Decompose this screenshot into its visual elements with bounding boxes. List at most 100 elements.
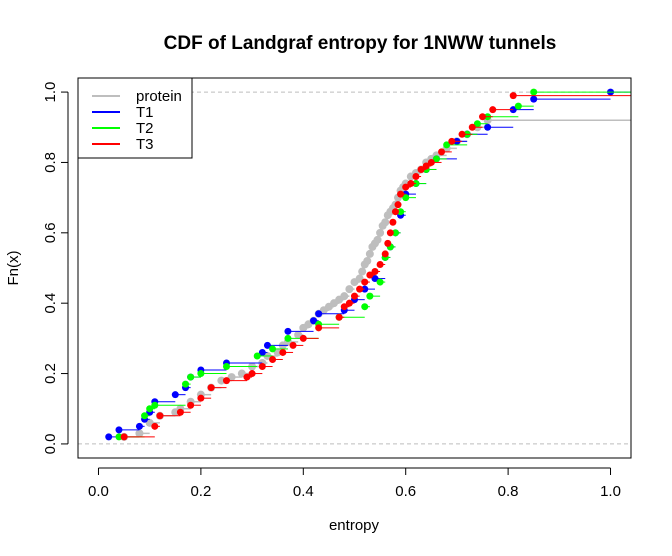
data-point [151,401,159,409]
data-point [222,377,230,385]
data-point [176,408,184,416]
data-point [386,229,394,237]
y-tick-label: 0.8 [42,152,59,173]
data-point [105,433,113,441]
y-tick-label: 0.6 [42,222,59,243]
data-point [258,363,266,371]
data-point [402,183,410,191]
data-point [171,391,179,399]
x-tick-label: 0.0 [88,483,109,500]
data-point [394,201,402,209]
data-point [376,260,384,268]
data-point [258,348,266,356]
data-point [156,412,164,420]
data-point [120,433,128,441]
data-point [402,194,410,202]
data-point [135,422,143,430]
data-point [366,271,374,279]
data-point [207,384,215,392]
data-point [289,341,297,349]
data-point [417,165,425,173]
data-point [299,334,307,342]
data-point [381,218,390,227]
data-point [371,275,379,283]
data-point [473,120,481,128]
data-point [284,327,292,335]
x-axis-label: entropy [329,517,380,534]
data-point [391,229,399,237]
data-point [412,173,420,181]
y-tick-label: 1.0 [42,82,59,103]
legend-label: T1 [136,104,154,121]
data-point [315,310,323,318]
data-point [468,123,476,131]
data-point [135,429,144,438]
data-point [381,250,389,258]
data-point [363,256,372,265]
data-point [345,285,354,294]
data-point [115,433,123,441]
data-point [351,292,358,300]
data-point [146,405,154,413]
data-point [279,348,287,356]
data-point [345,299,353,307]
data-point [443,141,451,149]
data-point [141,412,149,420]
data-point [284,334,292,342]
data-point [356,285,364,293]
data-point [269,345,277,353]
axes: 0.0 0.2 0.4 0.6 0.8 1.0 0.0 0.2 0.4 0.6 0.8 1.0 [42,82,621,500]
data-point [310,317,318,325]
series-T3 [120,92,631,441]
data-point [115,426,123,434]
data-point [222,363,230,371]
data-point [253,352,261,360]
data-point [187,373,195,381]
data-point [376,278,384,286]
data-point [397,208,405,216]
data-point [427,158,435,166]
legend-label: T3 [136,136,154,153]
data-point [448,137,456,145]
data-point [373,235,382,244]
data-point [358,267,367,276]
y-axis-label: Fn(x) [5,251,22,286]
data-point [248,370,256,378]
y-tick-label: 0.0 [42,433,59,454]
data-point [458,130,466,138]
legend-label: T2 [136,120,154,137]
data-point [335,313,343,321]
data-point [391,208,399,216]
data-point [376,228,385,237]
data-point [365,249,374,258]
x-tick-label: 1.0 [600,483,621,500]
data-point [438,148,446,156]
data-point [389,218,397,226]
y-tick-label: 0.2 [42,363,59,384]
data-point [530,88,538,96]
data-point [371,268,379,276]
data-point [315,324,323,332]
data-point [484,123,492,131]
data-point [361,278,369,286]
data-point [340,303,348,311]
data-point [263,341,271,349]
data-point [407,180,415,188]
x-tick-label: 0.6 [395,483,416,500]
data-point [509,92,517,100]
data-point [479,113,487,121]
data-point [197,394,205,402]
data-point [366,292,374,300]
data-point [243,373,251,381]
data-point [197,370,205,378]
y-tick-label: 0.4 [42,293,59,314]
data-point [269,355,277,363]
data-point [361,303,369,311]
plot-frame [77,77,632,459]
data-point [182,380,190,388]
data-point [397,190,405,198]
x-tick-label: 0.8 [498,483,519,500]
data-point [151,422,159,430]
